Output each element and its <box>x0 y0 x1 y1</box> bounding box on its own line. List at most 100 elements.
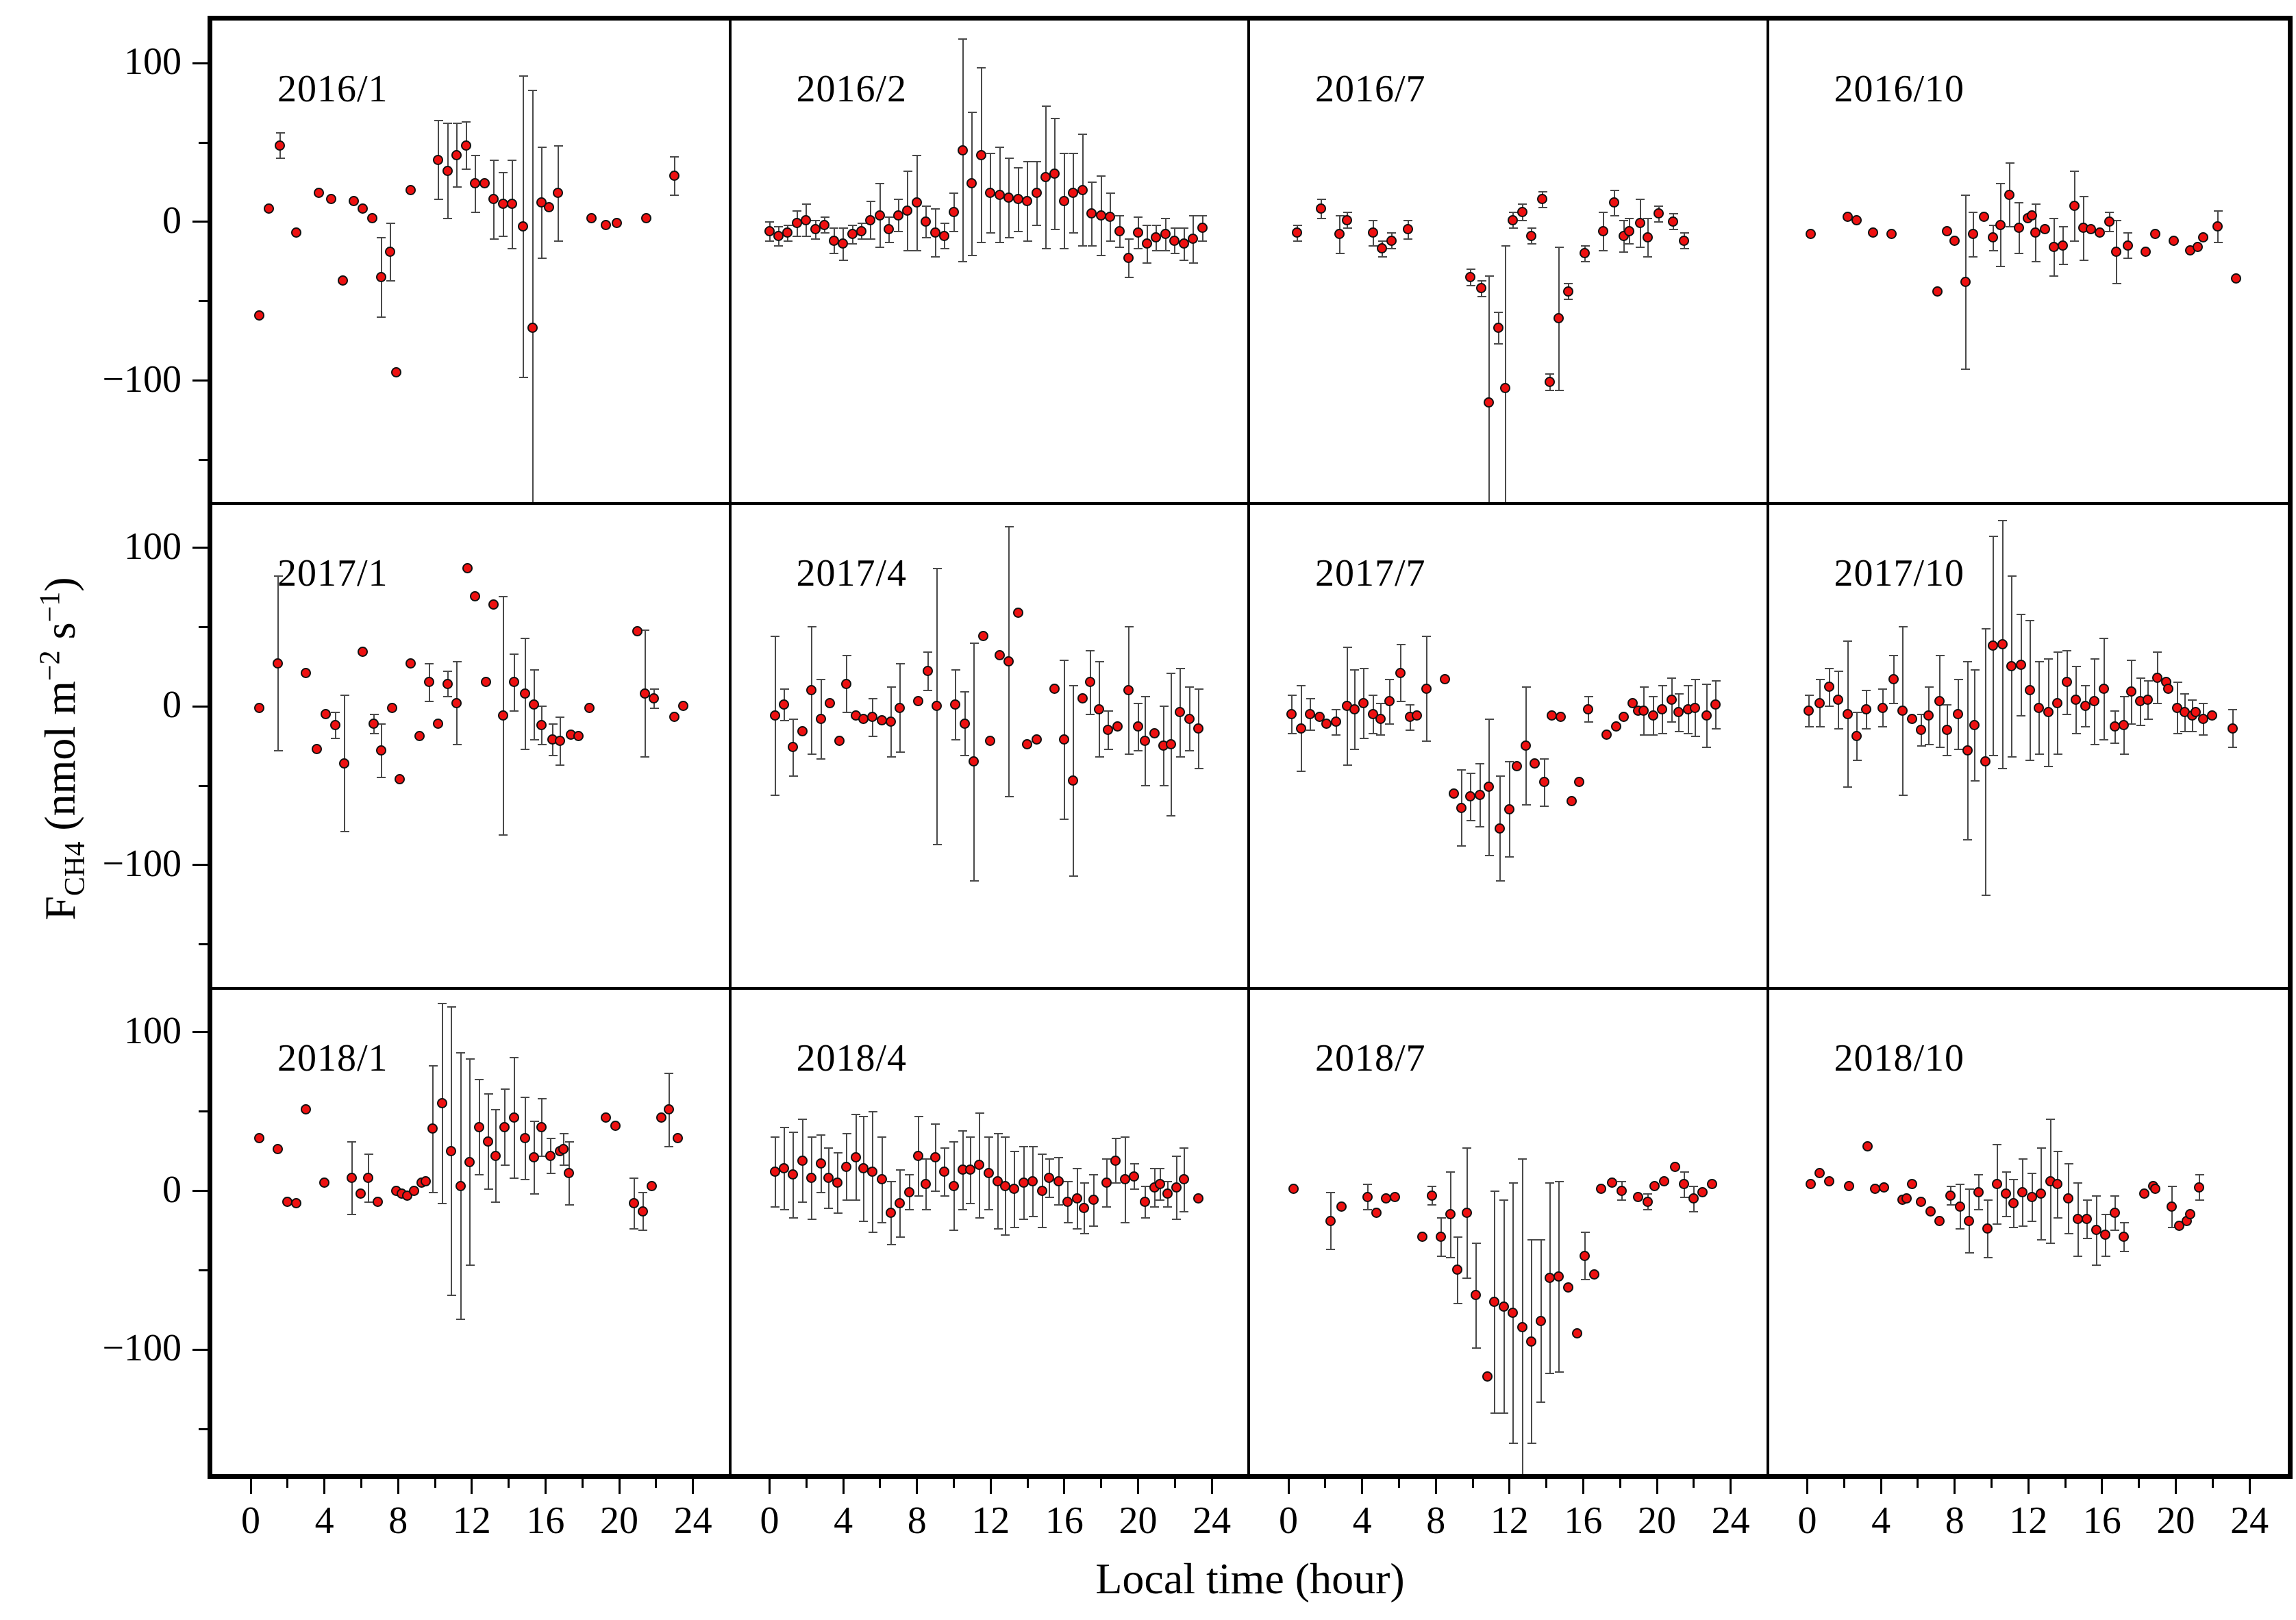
error-bar-cap <box>1643 1193 1653 1195</box>
data-point <box>506 199 517 210</box>
data-point <box>1476 283 1487 294</box>
x-major-tick <box>1434 1478 1437 1494</box>
x-major-tick <box>1361 1478 1364 1494</box>
data-point <box>985 188 996 199</box>
data-point <box>876 1174 887 1185</box>
data-point <box>519 1133 530 1144</box>
error-bar-cap <box>1508 211 1518 213</box>
data-point <box>922 666 933 677</box>
error-bar-cap <box>886 1244 896 1246</box>
error-bar-cap <box>629 1177 639 1180</box>
error-bar-cap <box>2014 253 2024 255</box>
data-point <box>1503 803 1514 814</box>
data-point <box>1610 721 1621 732</box>
error-bar <box>1488 275 1490 503</box>
data-point <box>1375 713 1386 724</box>
panel-title-2018-1: 2018/1 <box>277 1036 388 1080</box>
data-point <box>2091 1225 2101 1236</box>
error-bar-cap <box>1089 1174 1099 1176</box>
error-bar-cap <box>1163 1206 1173 1208</box>
data-point <box>1906 1179 1917 1190</box>
x-tick-label: 24 <box>1711 1499 1750 1542</box>
data-point <box>1495 823 1506 834</box>
error-bar-cap <box>1545 373 1555 375</box>
data-point <box>810 224 821 235</box>
error-bar-cap <box>1636 246 1645 248</box>
error-bar-cap <box>1690 736 1700 738</box>
data-point <box>2026 210 2037 221</box>
data-point <box>2061 677 2072 688</box>
error-bar-cap <box>1121 1136 1130 1138</box>
error-bar-cap <box>1981 627 1991 630</box>
error-bar-cap <box>510 653 519 655</box>
error-bar-cap <box>1422 636 1432 638</box>
data-point <box>2043 707 2054 718</box>
data-point <box>2227 723 2238 734</box>
error-bar-cap <box>1140 785 1150 787</box>
data-point <box>2212 221 2223 232</box>
error-bar-cap <box>1536 1401 1546 1403</box>
error-bar-cap <box>951 738 960 740</box>
error-bar-cap <box>1998 520 2008 522</box>
x-tick-label: 0 <box>1279 1499 1298 1542</box>
error-bar-cap <box>2195 1199 2204 1201</box>
error-bar-cap <box>2119 1250 2129 1252</box>
error-bar-cap <box>914 1115 923 1117</box>
y-major-tick <box>192 1348 208 1351</box>
error-bar-cap <box>960 755 970 757</box>
error-bar-cap <box>1041 105 1051 107</box>
panel-2018-7: 2018/7 <box>1250 989 1769 1474</box>
error-bar-cap <box>1494 343 1503 345</box>
error-bar-cap <box>1143 262 1152 264</box>
data-point <box>911 197 922 208</box>
x-minor-tick <box>1173 1478 1176 1488</box>
x-minor-tick <box>953 1478 955 1488</box>
x-major-tick <box>323 1478 326 1494</box>
data-point <box>337 275 348 286</box>
error-bar-cap <box>1527 1442 1536 1444</box>
error-bar-cap <box>801 203 811 205</box>
x-major-tick <box>544 1478 547 1494</box>
data-point <box>1349 703 1360 714</box>
error-bar-cap <box>1969 211 1978 213</box>
error-bar-cap <box>1028 1145 1038 1147</box>
error-bar-cap <box>1106 240 1115 242</box>
data-point <box>628 1198 639 1209</box>
error-bar-cap <box>1115 214 1125 216</box>
error-bar-cap <box>1610 189 1619 191</box>
error-bar-cap <box>1069 153 1078 155</box>
error-bar-cap <box>1014 230 1023 232</box>
error-bar-cap <box>1041 248 1051 250</box>
data-point <box>1526 1336 1537 1347</box>
data-point <box>601 1112 612 1123</box>
panel-2018-10: 2018/10 <box>1769 989 2288 1474</box>
error-bar-cap <box>1988 536 1998 538</box>
panel-2016-7: 2016/7 <box>1250 21 1769 506</box>
error-bar-cap <box>2143 680 2153 682</box>
x-tick-label: 4 <box>834 1499 853 1542</box>
data-point <box>1036 1185 1047 1196</box>
error-bar-cap <box>491 1201 501 1203</box>
error-bar-cap <box>649 707 659 709</box>
error-bar-cap <box>1406 729 1415 731</box>
data-point <box>1964 1215 1975 1226</box>
error-bar-cap <box>1658 685 1667 687</box>
panel-2017-10: 2017/10 <box>1769 505 2288 990</box>
error-bar-cap <box>2180 693 2190 695</box>
error-bar-cap <box>1462 1277 1472 1279</box>
error-bar-cap <box>1086 713 1095 715</box>
data-point <box>969 756 979 767</box>
error-bar-cap <box>369 713 379 715</box>
data-point <box>1642 232 1653 243</box>
error-bar-cap <box>1317 199 1326 201</box>
error-bar-cap <box>2064 1233 2073 1235</box>
error-bar-cap <box>1159 706 1169 708</box>
error-bar-cap <box>1306 729 1315 731</box>
error-bar-cap <box>475 1079 484 1081</box>
error-bar-cap <box>1466 772 1475 774</box>
panel-title-2017-7: 2017/7 <box>1315 552 1426 595</box>
error-bar-cap <box>2127 660 2136 662</box>
error-bar-cap <box>2112 283 2121 285</box>
error-bar-cap <box>1180 1147 1189 1149</box>
error-bar-cap <box>529 738 539 740</box>
